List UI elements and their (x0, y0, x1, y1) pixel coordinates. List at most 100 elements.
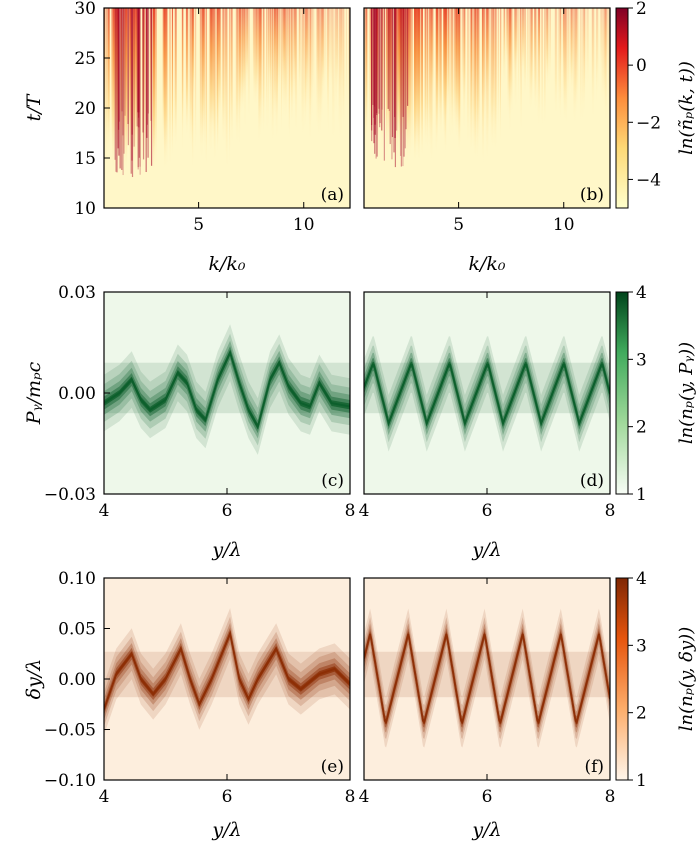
panel-d: 4 6 8(d) (359, 291, 615, 521)
heat-peak-streak (137, 8, 140, 118)
density-band (104, 651, 350, 698)
y-tick-label: 0.00 (58, 384, 96, 404)
panel-a: 5 10 10 15 20 25 30 (a) (74, 0, 351, 235)
heat-peak-streak (127, 8, 129, 146)
heat-streak (345, 8, 347, 115)
panel-label: (f) (584, 757, 604, 777)
heat-streak (210, 8, 213, 135)
x-tick-label: 4 (99, 787, 110, 807)
heat-streak (586, 8, 589, 90)
heat-streak (395, 8, 398, 166)
heat-streak (291, 8, 293, 127)
heat-streak (243, 8, 246, 103)
panel-b: 5 10(b) (363, 7, 611, 235)
density-layer (364, 336, 610, 452)
heat-streak (287, 8, 289, 83)
heat-streak (372, 8, 375, 153)
heat-streak (485, 8, 487, 165)
heat-streak (293, 8, 296, 109)
heat-streak (527, 8, 529, 96)
heat-streak (308, 8, 312, 147)
heat-peak-streak (122, 8, 124, 176)
heat-streak (334, 8, 336, 100)
x-tick-label: 10 (553, 215, 575, 235)
heat-streak (546, 8, 548, 94)
heat-streak (319, 8, 321, 140)
heat-peak-streak (117, 8, 119, 149)
heat-streak (421, 8, 423, 162)
colorbar-ticks: 2 0 −2 −4 4 3 2 1 4 3 2 1 (628, 0, 661, 791)
heat-streak (106, 8, 107, 172)
heat-streak (189, 8, 192, 150)
heat-peak-streak (119, 8, 121, 169)
heat-streak (544, 8, 546, 129)
x-tick-label: 6 (222, 787, 233, 807)
heat-streak (225, 8, 227, 118)
plot-frame (363, 7, 611, 209)
heat-streak (336, 8, 339, 97)
heat-streak (514, 8, 517, 114)
colorbar-tick-label: 0 (636, 56, 647, 76)
density-core-line (104, 349, 350, 430)
heat-streak (110, 8, 112, 155)
heat-streak (504, 8, 505, 70)
x-tick-label: 8 (345, 501, 356, 521)
heat-streak (474, 8, 477, 163)
heat-streak (425, 8, 426, 150)
heat-streak (567, 8, 569, 95)
heat-streak (268, 8, 271, 97)
density-layer (104, 627, 350, 716)
heat-streak (322, 8, 324, 109)
density-background (104, 578, 350, 780)
heat-streak (322, 8, 325, 102)
colorbar-tick-label: −2 (636, 113, 661, 133)
heat-streak (226, 8, 228, 176)
heat-peak-streak (376, 8, 378, 116)
heat-streak (451, 8, 454, 142)
heat-streak (132, 8, 135, 161)
heat-streak (390, 8, 392, 160)
panel-label: (d) (580, 471, 604, 491)
panel-label: (e) (321, 757, 344, 777)
heat-streak (325, 8, 327, 91)
heat-streak (447, 8, 450, 116)
density-band (364, 362, 610, 414)
y-tick-label: −0.03 (44, 485, 96, 505)
heat-streak (509, 8, 512, 94)
x-tick-label: 4 (359, 501, 370, 521)
heat-streak (444, 8, 447, 131)
heat-streak (408, 8, 411, 162)
heat-streak (570, 8, 573, 84)
heat-streak (321, 8, 323, 121)
heat-streak (246, 8, 248, 92)
heat-peak-streak (395, 8, 398, 131)
panel-e: 4 6 8 0.10 0.05 0.00 −0.05 −0.10 (e) (44, 569, 356, 807)
heat-peak-streak (371, 8, 373, 131)
heat-streak (569, 8, 572, 90)
heat-streak (284, 8, 287, 112)
heat-streak (408, 8, 410, 160)
heat-streak (429, 8, 431, 113)
heat-peak-streak (376, 8, 378, 114)
heat-streak (310, 8, 313, 125)
heat-streak (365, 8, 367, 164)
heat-streak (384, 8, 386, 145)
heat-streak (595, 8, 599, 101)
heat-peak-streak (387, 8, 389, 109)
heat-streak (494, 8, 497, 155)
x-tick-label: 6 (222, 501, 233, 521)
heat-streak (493, 8, 494, 124)
heat-streak (256, 8, 258, 98)
heat-peak-streak (146, 8, 148, 138)
heat-streak (582, 8, 586, 119)
heat-streak (290, 8, 292, 109)
heat-streak (312, 8, 314, 101)
heat-streak (321, 8, 323, 109)
heat-streak (125, 8, 128, 175)
density-background (104, 292, 350, 494)
heat-streak (318, 8, 320, 101)
density-image (104, 578, 350, 780)
heat-streak (348, 8, 350, 134)
heat-streak (506, 8, 508, 70)
